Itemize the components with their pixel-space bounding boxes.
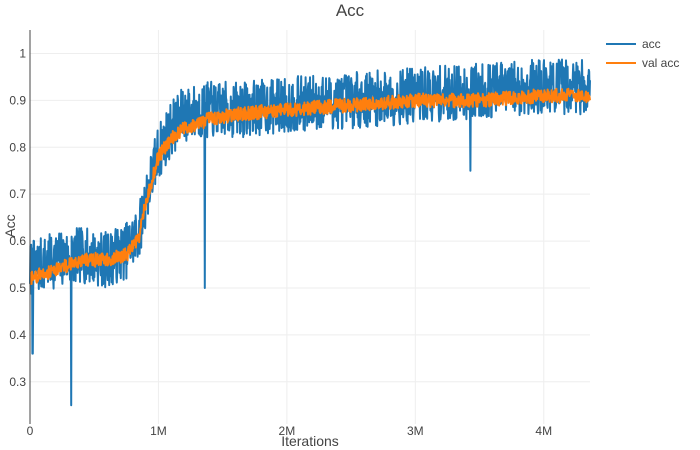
legend[interactable]: acc val acc	[606, 37, 679, 70]
y-tick-label: 1	[19, 46, 26, 60]
chart-title: Acc	[336, 1, 365, 20]
y-tick-label: 0.8	[9, 140, 26, 154]
x-tick-label: 3M	[407, 424, 424, 438]
y-tick-label: 0.5	[9, 281, 26, 295]
axes: 0.3 0.4 0.5 0.6 0.7 0.8 0.9 1 0 1M 2M 3M 4M	[9, 30, 552, 438]
x-tick-label: 4M	[535, 424, 552, 438]
y-tick-label: 0.9	[9, 93, 26, 107]
legend-item-2[interactable]: val acc	[606, 56, 679, 70]
legend-item-1[interactable]: acc	[606, 37, 661, 51]
y-tick-label: 0.6	[9, 234, 26, 248]
x-axis-title: Iterations	[281, 433, 339, 449]
y-tick-label: 0.4	[9, 328, 26, 342]
legend-label: val acc	[642, 56, 679, 70]
series-layer	[29, 58, 591, 407]
x-tick-label: 0	[27, 424, 34, 438]
y-tick-label: 0.3	[9, 375, 26, 389]
x-tick-label: 2M	[279, 424, 296, 438]
y-tick-label: 0.7	[9, 187, 26, 201]
legend-label: acc	[642, 37, 661, 51]
x-tick-label: 1M	[150, 424, 167, 438]
y-axis-title: Acc	[2, 214, 18, 237]
series-line-2	[29, 87, 591, 285]
